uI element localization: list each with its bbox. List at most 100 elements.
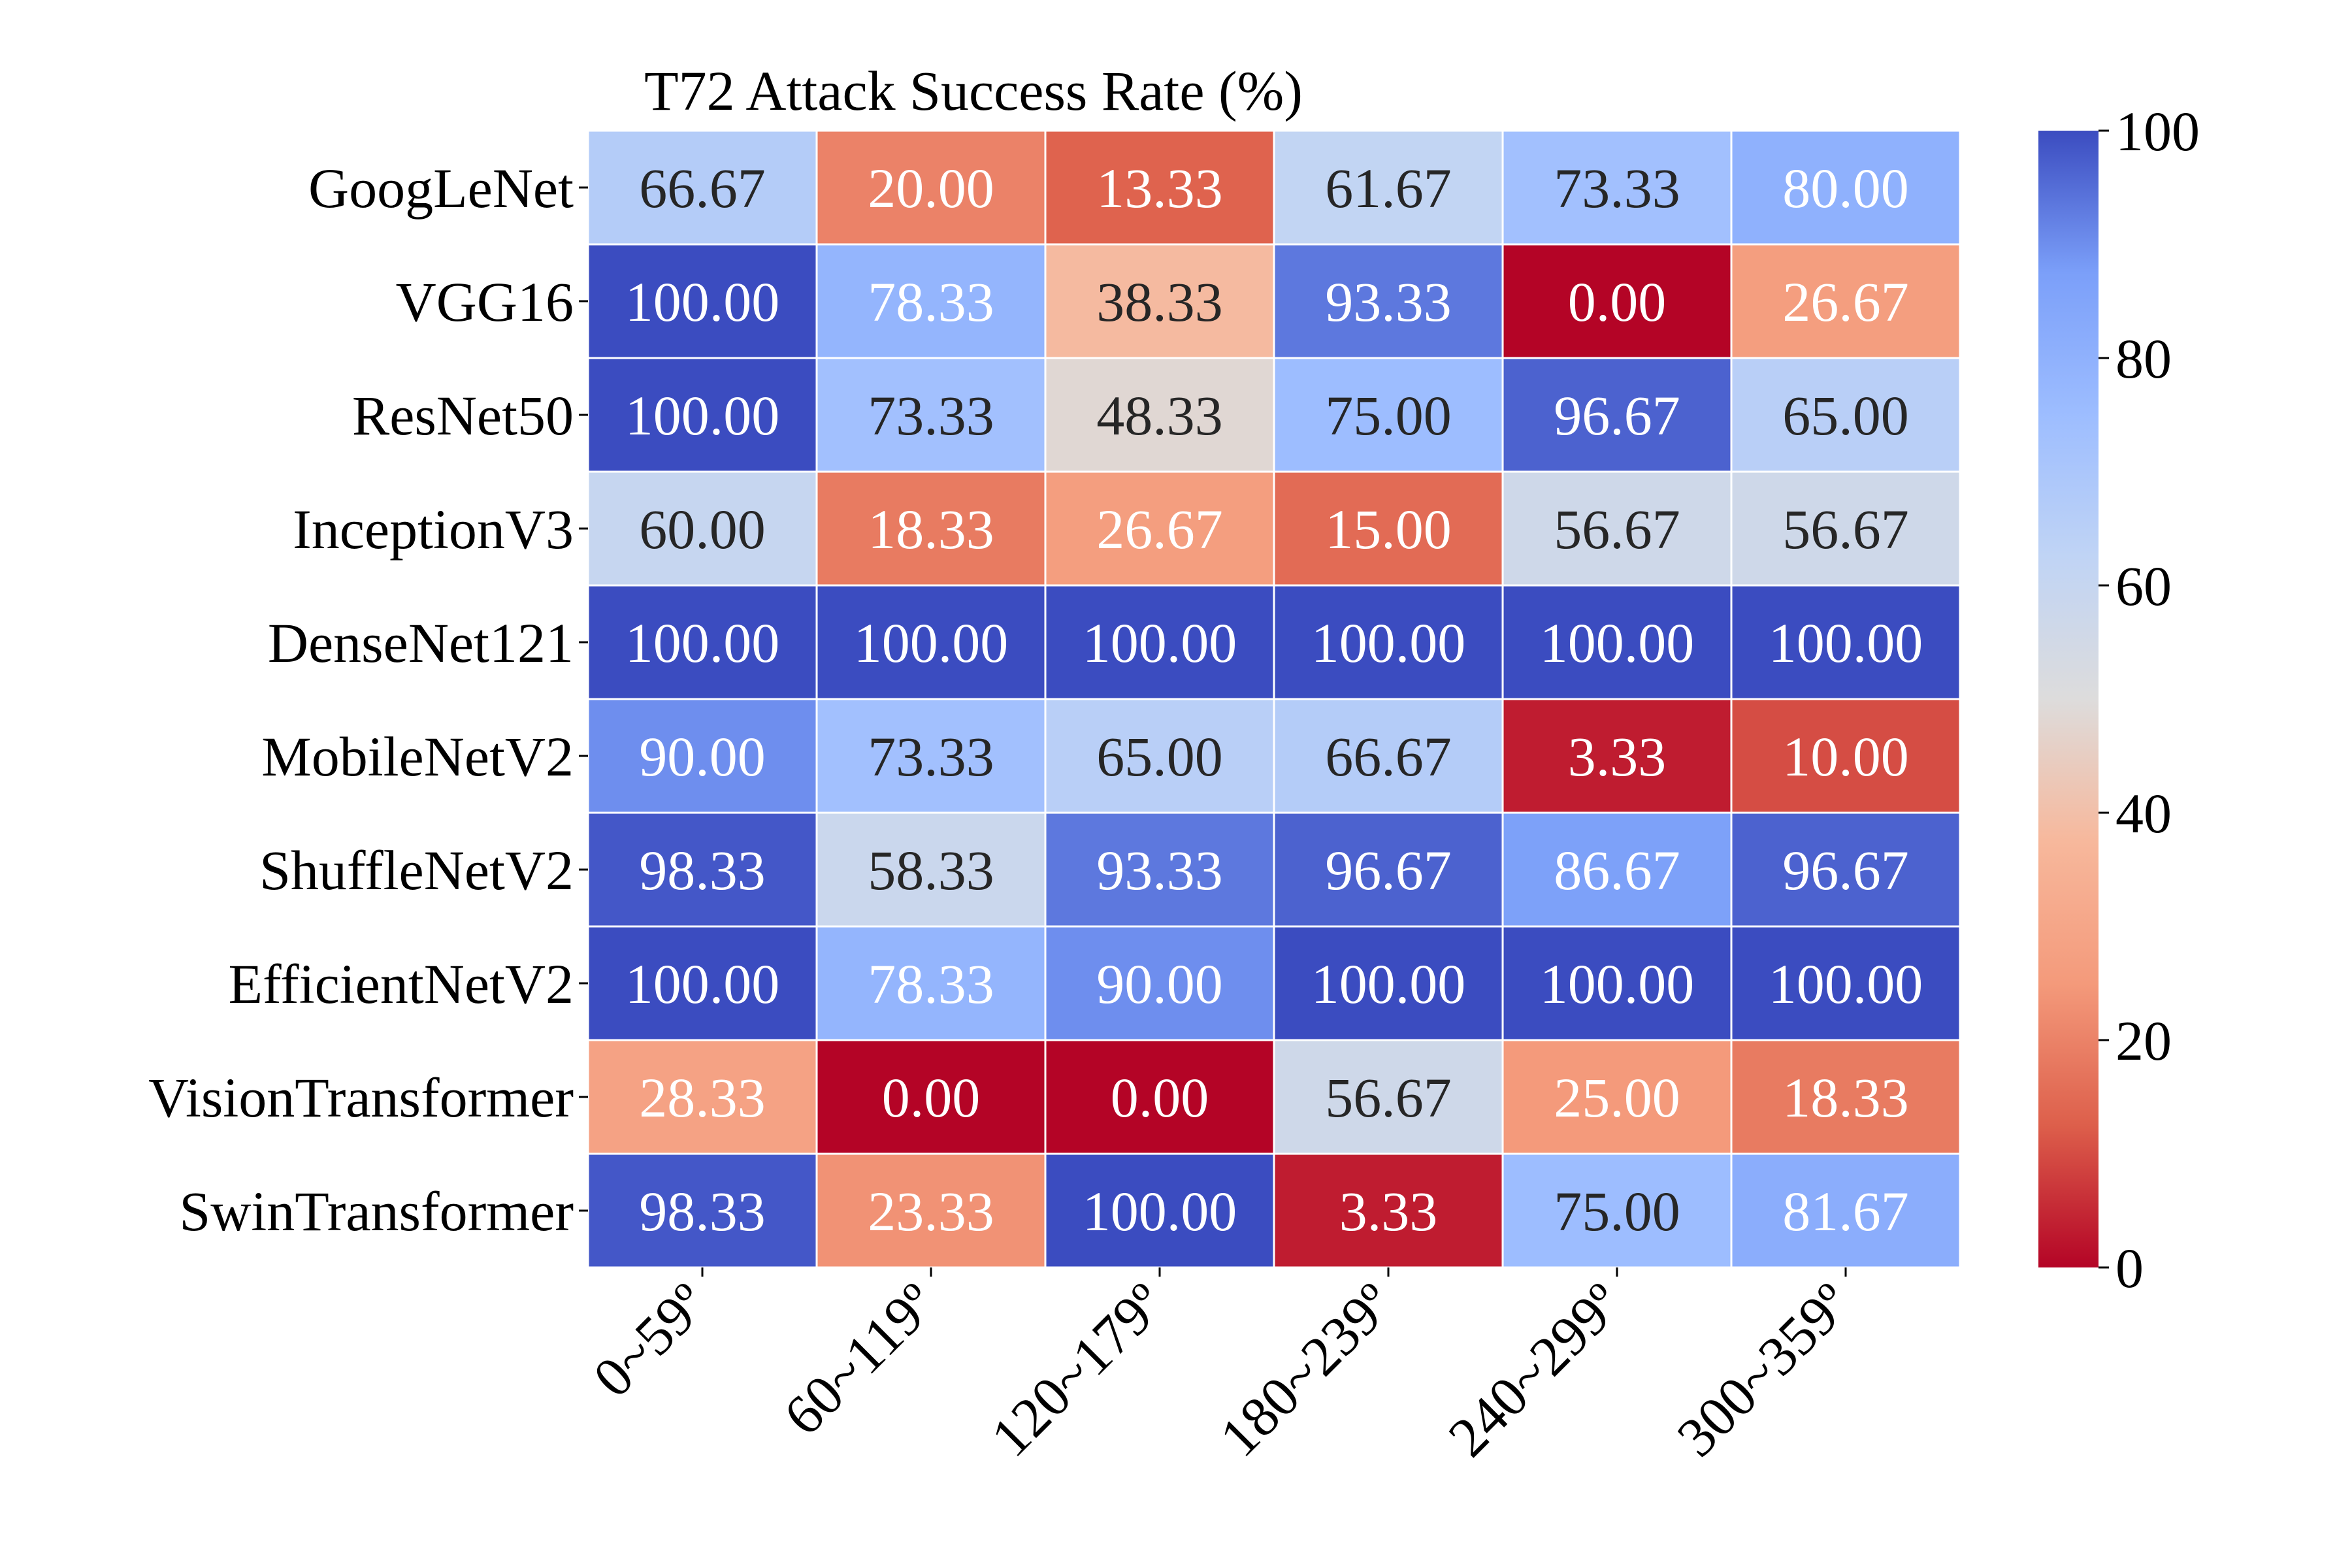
- cell-value-label: 100.00: [1540, 953, 1695, 1015]
- y-tick-label: EfficientNetV2: [228, 953, 574, 1015]
- cell-value-label: 75.00: [1325, 384, 1452, 447]
- cell-value-label: 65.00: [1782, 384, 1909, 447]
- cell-value-label: 61.67: [1325, 157, 1452, 220]
- cell-value-label: 98.33: [639, 1180, 766, 1243]
- cell-value-label: 38.33: [1096, 270, 1223, 333]
- cell-value-label: 60.00: [639, 498, 766, 561]
- heatmap-cell: [815, 129, 1047, 246]
- heatmap-cell: [1730, 584, 1961, 700]
- cell-value-label: 100.00: [1311, 953, 1466, 1015]
- cell-value-label: 65.00: [1096, 725, 1223, 788]
- heatmap-cell: [587, 470, 818, 587]
- cell-value-label: 100.00: [625, 270, 780, 333]
- cell-value-label: 90.00: [639, 725, 766, 788]
- heatmap-cell: [587, 357, 818, 473]
- cell-value-label: 86.67: [1554, 839, 1680, 902]
- cell-value-label: 73.33: [868, 725, 994, 788]
- cell-value-label: 100.00: [625, 953, 780, 1015]
- cell-value-label: 3.33: [1568, 725, 1667, 788]
- cell-value-label: 0.00: [1568, 270, 1667, 333]
- cell-value-label: 75.00: [1554, 1180, 1680, 1243]
- heatmap-cell: [1501, 698, 1733, 814]
- x-tick-label: 120~179º: [979, 1271, 1176, 1469]
- cell-value-label: 80.00: [1782, 157, 1909, 220]
- heatmap-cell: [587, 1152, 818, 1269]
- colorbar-tick-label: 80: [2115, 327, 2172, 390]
- y-tick-label: ShuffleNetV2: [259, 839, 574, 902]
- cell-value-label: 73.33: [868, 384, 994, 447]
- cell-value-label: 100.00: [1769, 953, 1923, 1015]
- cell-value-label: 100.00: [1769, 612, 1923, 674]
- heatmap-cell: [1730, 811, 1961, 928]
- cell-value-label: 96.67: [1554, 384, 1680, 447]
- colorbar-tick-label: 20: [2115, 1009, 2172, 1072]
- cell-value-label: 3.33: [1339, 1180, 1438, 1243]
- cell-value-label: 100.00: [625, 612, 780, 674]
- cell-value-label: 100.00: [1083, 1180, 1237, 1243]
- y-tick-label: DenseNet121: [268, 612, 574, 674]
- cell-value-label: 0.00: [1111, 1066, 1209, 1129]
- heatmap-cell: [1273, 357, 1504, 473]
- colorbar-tick-label: 40: [2115, 782, 2172, 845]
- cell-value-label: 58.33: [868, 839, 994, 902]
- x-tick-label: 240~299º: [1436, 1271, 1633, 1469]
- heatmap-cell: [1730, 357, 1961, 473]
- heatmap-cell: [1730, 925, 1961, 1041]
- cell-value-label: 20.00: [868, 157, 994, 220]
- heatmap-cell: [1273, 470, 1504, 587]
- colorbar-tick-label: 100: [2115, 100, 2200, 163]
- cell-value-label: 78.33: [868, 953, 994, 1015]
- heatmap-cell: [1501, 470, 1733, 587]
- heatmap-cell: [815, 1039, 1047, 1155]
- cell-value-label: 23.33: [868, 1180, 994, 1243]
- heatmap-cell: [1730, 470, 1961, 587]
- heatmap-cell: [815, 243, 1047, 359]
- cell-value-label: 26.67: [1782, 270, 1909, 333]
- cell-value-label: 93.33: [1325, 270, 1452, 333]
- heatmap-cell: [587, 584, 818, 700]
- cell-value-label: 100.00: [1540, 612, 1695, 674]
- cell-value-label: 48.33: [1096, 384, 1223, 447]
- cell-value-label: 66.67: [639, 157, 766, 220]
- heatmap-cell: [587, 811, 818, 928]
- heatmap-cell: [1501, 357, 1733, 473]
- y-tick-label: MobileNetV2: [261, 725, 574, 788]
- heatmap-cell: [1044, 129, 1275, 246]
- heatmap-cell: [1501, 129, 1733, 246]
- x-tick-label: 0~59º: [581, 1271, 719, 1409]
- heatmap-cell: [1730, 243, 1961, 359]
- cell-value-label: 25.00: [1554, 1066, 1680, 1129]
- cell-value-label: 15.00: [1325, 498, 1452, 561]
- heatmap-cell: [815, 811, 1047, 928]
- heatmap-cell: [1501, 1152, 1733, 1269]
- heatmap-cell: [1273, 584, 1504, 700]
- heatmap-cell: [587, 1039, 818, 1155]
- colorbar-tick-label: 0: [2115, 1237, 2144, 1299]
- cell-value-label: 18.33: [1782, 1066, 1909, 1129]
- cell-value-label: 100.00: [1311, 612, 1466, 674]
- cell-value-label: 28.33: [639, 1066, 766, 1129]
- heatmap-cell: [815, 1152, 1047, 1269]
- y-tick-label: GoogLeNet: [308, 157, 574, 220]
- cell-value-label: 78.33: [868, 270, 994, 333]
- cell-value-label: 100.00: [1083, 612, 1237, 674]
- heatmap-cell: [1044, 470, 1275, 587]
- column-labels: 0~59º 60~119º 120~179º 180~239º 240~299º 300~…: [581, 1267, 1862, 1469]
- x-tick-label: 300~359º: [1665, 1271, 1862, 1469]
- cell-value-label: 18.33: [868, 498, 994, 561]
- heatmap-cell: [1044, 584, 1275, 700]
- heatmap-cell: [1730, 1039, 1961, 1155]
- row-labels: GoogLeNet VGG16 ResNet50 InceptionV3 DenseNe…: [148, 157, 588, 1243]
- heatmap-cell: [1273, 811, 1504, 928]
- cell-value-label: 96.67: [1782, 839, 1909, 902]
- heatmap-cell: [815, 357, 1047, 473]
- heatmap-cell: [1501, 1039, 1733, 1155]
- y-tick-label: VGG16: [396, 270, 574, 333]
- cell-value-label: 90.00: [1096, 953, 1223, 1015]
- y-tick-label: SwinTransformer: [179, 1180, 574, 1243]
- heatmap-cell: [587, 129, 818, 246]
- cell-value-label: 56.67: [1325, 1066, 1452, 1129]
- heatmap-cell: [587, 925, 818, 1041]
- cell-value-label: 98.33: [639, 839, 766, 902]
